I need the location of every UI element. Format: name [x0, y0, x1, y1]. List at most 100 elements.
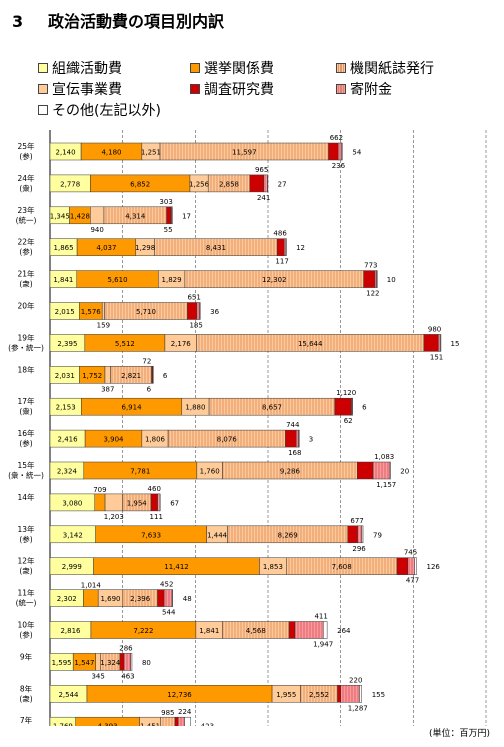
data-label: 1,014 — [81, 582, 102, 590]
bar-segment — [323, 621, 328, 639]
data-label: 264 — [337, 627, 351, 635]
data-label: 2,821 — [121, 372, 141, 380]
data-label: 185 — [189, 322, 202, 330]
data-label: 1,853 — [263, 563, 283, 571]
bar-segment — [298, 429, 300, 448]
data-label: 2,015 — [55, 308, 75, 316]
data-label: 80 — [142, 659, 151, 667]
data-label: 5,710 — [136, 308, 156, 316]
category-year: 17年 — [17, 396, 35, 406]
bar-segment — [341, 142, 343, 161]
bar-segment — [263, 174, 268, 193]
legend-label: 寄附金 — [350, 82, 392, 98]
bar-segment — [171, 206, 173, 225]
bar-segment — [249, 174, 265, 193]
category-year: 23年 — [17, 205, 35, 215]
category-type: (参・統一) — [8, 725, 44, 726]
data-label: 1,203 — [104, 513, 124, 521]
data-label: 7,222 — [133, 627, 153, 635]
category-type: (参) — [19, 534, 32, 544]
data-label: 1,120 — [336, 389, 356, 397]
bar-segment — [160, 716, 176, 726]
legend-label: 機関紙誌発行 — [350, 61, 434, 77]
data-label: 1,157 — [376, 481, 396, 489]
data-label: 2,858 — [219, 180, 239, 188]
data-label: 12,302 — [262, 276, 287, 284]
data-label: 11,412 — [164, 563, 189, 571]
data-label: 1,547 — [74, 659, 94, 667]
bar-segment — [376, 270, 378, 288]
legend-label: 選挙関係費 — [204, 61, 274, 77]
legend-item: その他(左記以外) — [38, 100, 161, 120]
category-year: 21年 — [17, 269, 35, 279]
category-type: (衆) — [19, 693, 32, 703]
data-label: 1,955 — [276, 691, 296, 699]
category-type: (参・統一) — [8, 342, 44, 352]
category-year: 8年 — [20, 683, 33, 693]
category-year: 16年 — [17, 428, 35, 438]
bar-segment — [361, 525, 364, 544]
data-label: 236 — [332, 162, 346, 170]
category-labels: 25年(参)24年(衆)23年(統一)22年(参)21年(衆)20年19年(参・… — [8, 141, 44, 726]
data-label: 117 — [275, 258, 288, 266]
data-label: 2,416 — [58, 436, 79, 444]
category-year: 15年 — [17, 460, 35, 470]
category-year: 18年 — [17, 364, 35, 374]
data-label: 544 — [162, 609, 176, 617]
data-label: 2,778 — [60, 180, 80, 188]
data-label: 1,954 — [127, 499, 148, 507]
bar-segment — [357, 461, 374, 480]
category-year: 11年 — [17, 588, 35, 598]
bar-segment — [166, 206, 172, 225]
data-label: 1,324 — [100, 659, 121, 667]
data-label: 1,595 — [52, 659, 72, 667]
chart-legend: 組織活動費 選挙関係費 機関紙誌発行 宣伝事業費 調査研究費 寄附金 その他(左記以外) — [38, 58, 498, 122]
data-label: 1,428 — [70, 212, 90, 220]
bar-segment — [184, 716, 191, 726]
category-year: 14年 — [17, 492, 35, 502]
data-label: 460 — [148, 485, 161, 493]
data-label: 1,083 — [374, 453, 394, 461]
bar-segment — [119, 653, 125, 671]
data-label: 2,544 — [58, 691, 79, 699]
data-label: 48 — [183, 595, 192, 603]
legend-label: その他(左記以外) — [52, 103, 161, 119]
data-label: 1,251 — [141, 149, 161, 157]
data-label: 980 — [428, 325, 441, 333]
data-label: 241 — [257, 194, 270, 202]
data-label: 6,914 — [122, 404, 143, 412]
data-label: 452 — [160, 581, 173, 589]
data-label: 744 — [286, 421, 300, 429]
data-label: 1,760 — [200, 468, 220, 476]
bar-segment — [351, 397, 353, 416]
bar-segment — [374, 270, 377, 288]
category-type: (衆) — [19, 279, 32, 289]
legend-label: 宣伝事業費 — [52, 82, 122, 98]
legend-item: 宣伝事業費 — [38, 79, 122, 99]
data-label: 8,269 — [278, 531, 298, 539]
bar-segment — [123, 653, 132, 671]
data-label: 67 — [170, 499, 179, 507]
data-label: 4,314 — [125, 212, 146, 220]
bar-segment — [407, 557, 415, 575]
data-label: 651 — [187, 294, 200, 302]
bar-segment — [347, 525, 358, 544]
legend-swatch — [38, 105, 48, 115]
data-label: 423 — [201, 723, 214, 726]
bars-group — [49, 142, 442, 726]
data-label: 7,608 — [332, 563, 352, 571]
legend-swatch — [336, 84, 346, 94]
data-label: 1,256 — [189, 180, 210, 188]
bar-segment — [199, 302, 201, 320]
data-label: 745 — [404, 549, 417, 557]
data-label: 1,841 — [53, 276, 73, 284]
bar-segment — [267, 174, 269, 193]
bar-segment — [83, 589, 99, 607]
data-label: 3,142 — [63, 531, 83, 539]
bar-segment — [294, 621, 324, 639]
legend-swatch — [38, 84, 48, 94]
bar-segment — [337, 142, 342, 161]
bar-segment — [285, 429, 297, 448]
data-label: 8,657 — [262, 404, 282, 412]
